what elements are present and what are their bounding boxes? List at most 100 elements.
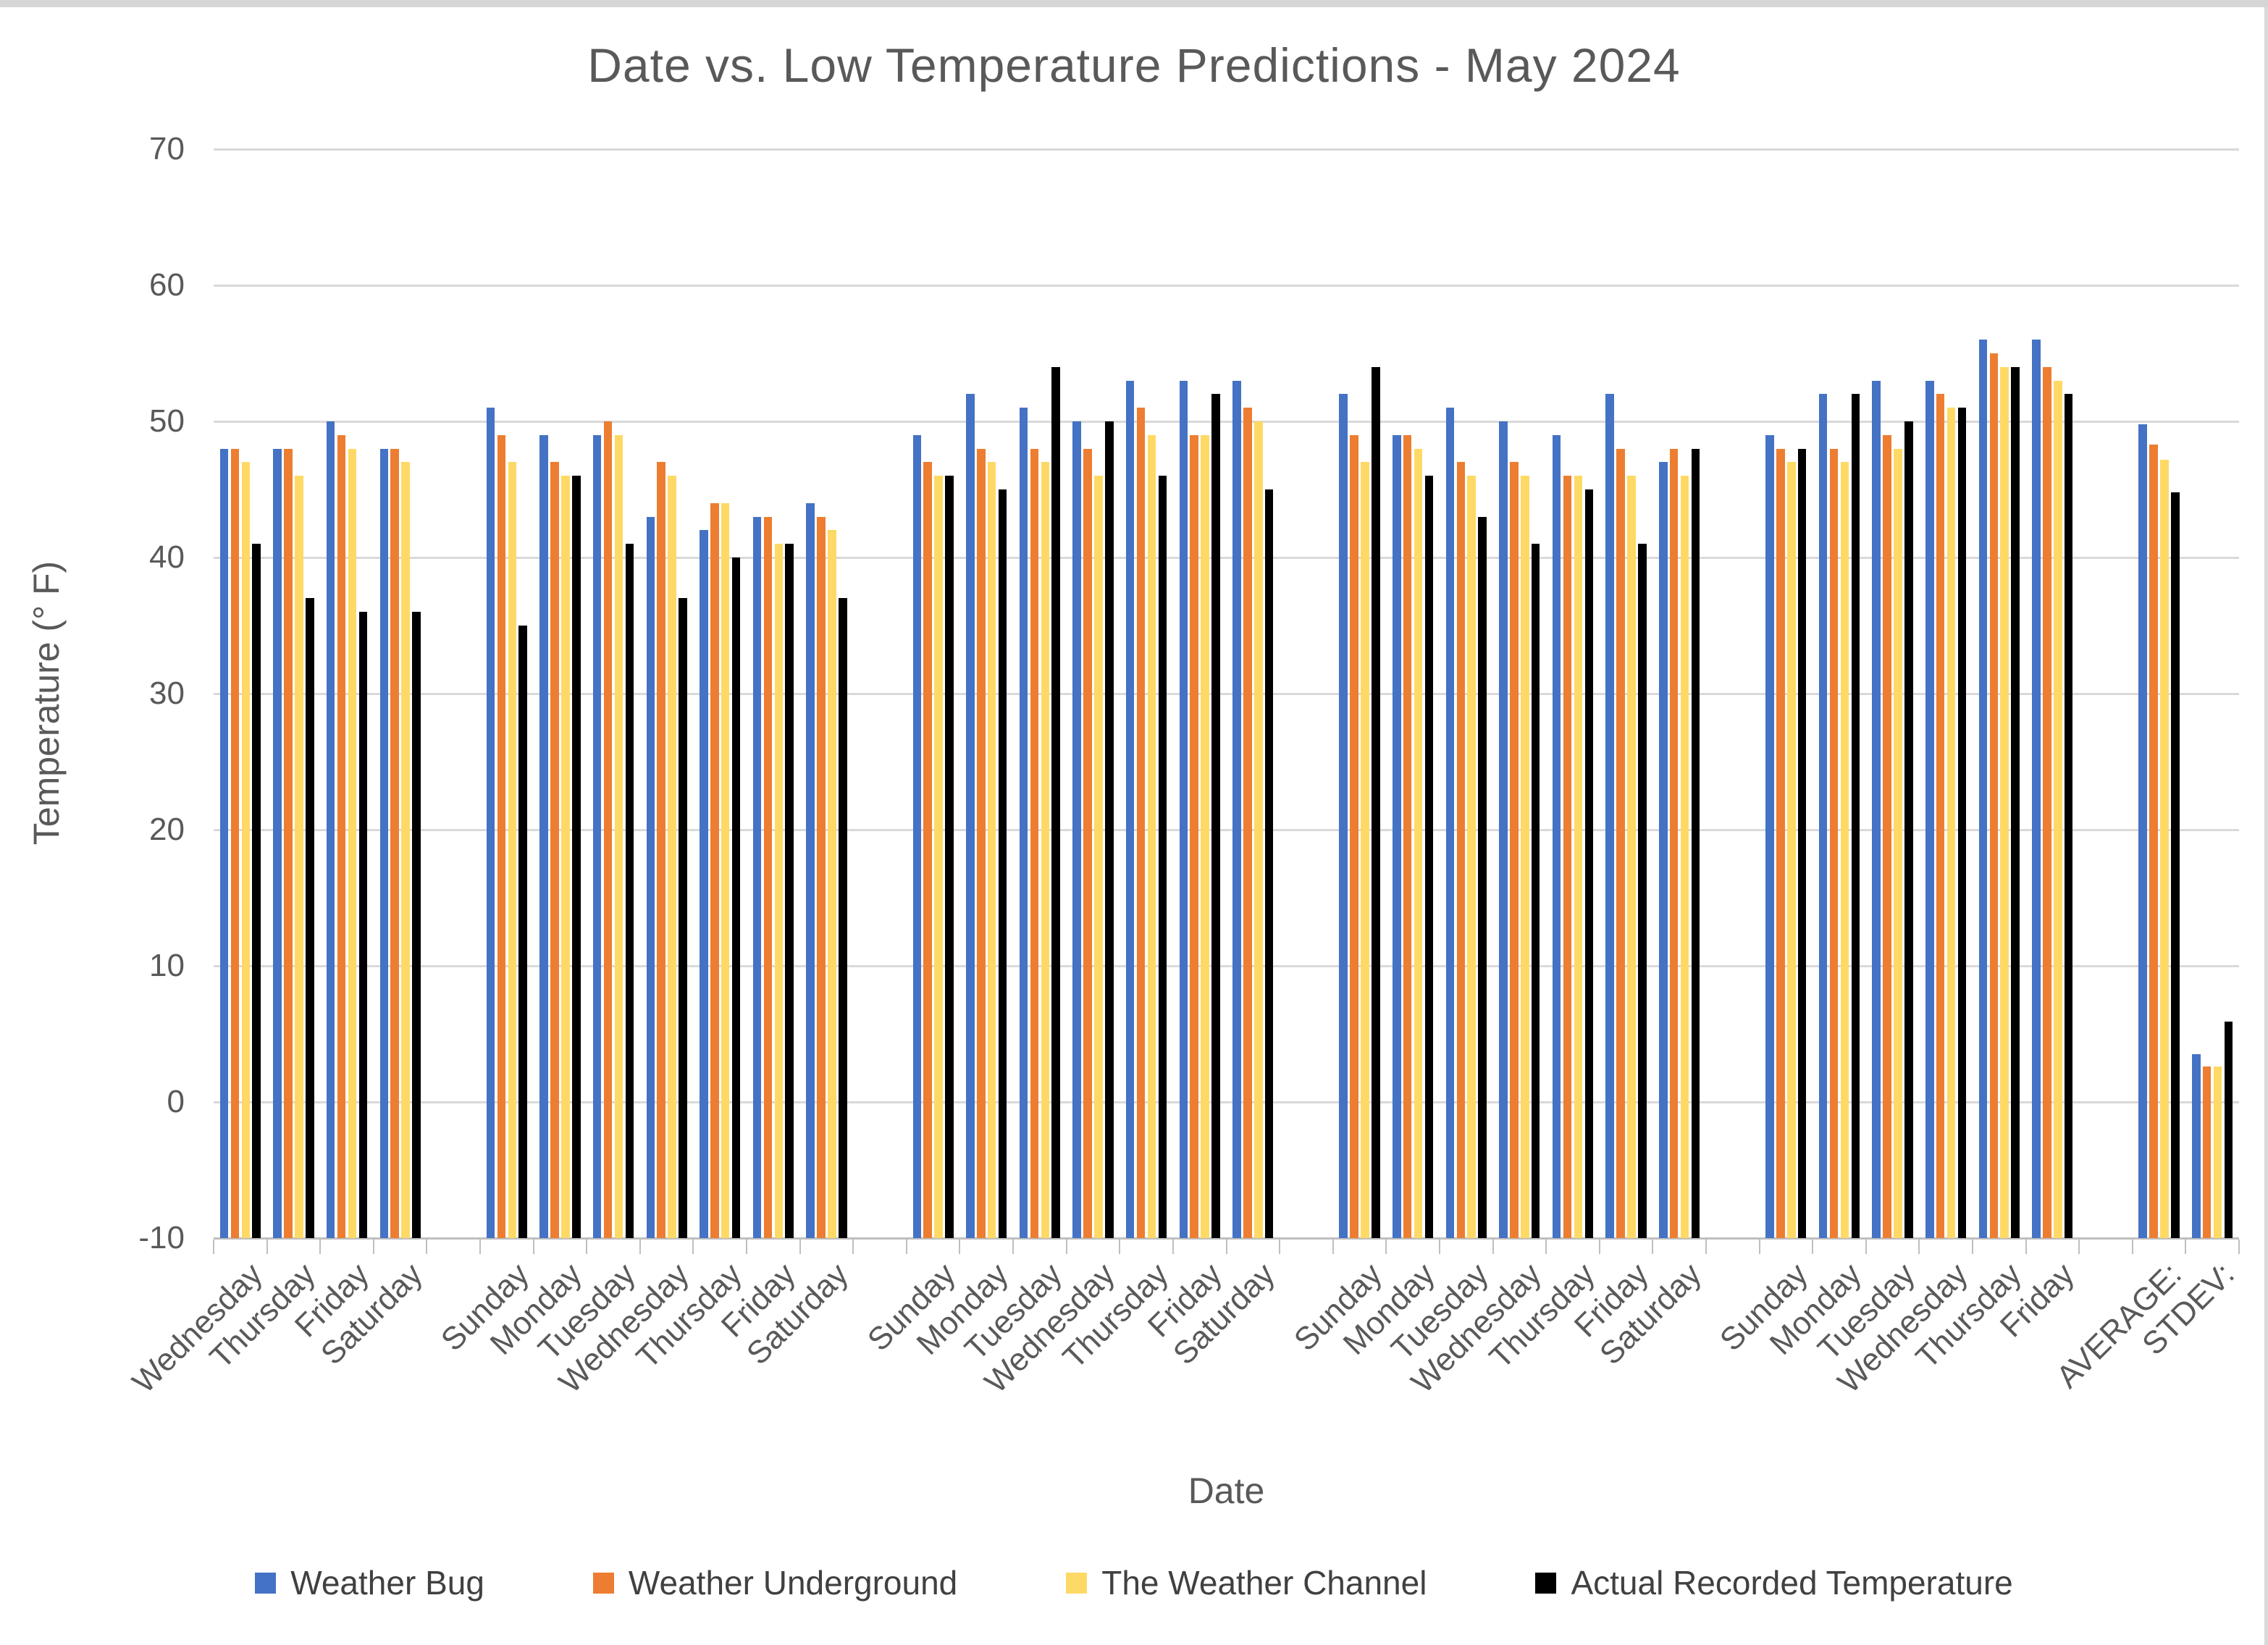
- bar-weather-bug: [1659, 462, 1668, 1238]
- x-axis-tick: [1492, 1240, 1494, 1254]
- bar-actual-recorded-temperature: [1372, 366, 1380, 1238]
- bar-weather-underground: [657, 462, 665, 1238]
- bar-the-weather-channel: [241, 462, 250, 1238]
- bar-weather-underground: [1669, 448, 1679, 1238]
- y-tick-label: 40: [149, 539, 185, 575]
- bar-weather-bug: [1818, 394, 1828, 1238]
- bar-the-weather-channel: [1094, 476, 1103, 1238]
- bar-the-weather-channel: [1627, 476, 1636, 1238]
- x-axis-tick: [1865, 1240, 1867, 1254]
- x-axis-tick: [1652, 1240, 1654, 1254]
- x-axis-tick: [586, 1240, 588, 1254]
- gridline-70: [214, 148, 2239, 151]
- x-axis-tick: [2238, 1240, 2240, 1254]
- x-axis-tick: [1812, 1240, 1814, 1254]
- bar-weather-underground: [923, 462, 932, 1238]
- bar-weather-underground: [497, 434, 506, 1238]
- bar-the-weather-channel: [1574, 476, 1583, 1238]
- bar-actual-recorded-temperature: [1531, 544, 1540, 1238]
- bar-the-weather-channel: [508, 462, 517, 1238]
- bar-weather-underground: [1936, 394, 1945, 1238]
- bar-weather-bug: [539, 434, 548, 1238]
- bar-actual-recorded-temperature: [572, 476, 581, 1238]
- bar-actual-recorded-temperature: [1584, 489, 1594, 1238]
- x-axis-tick: [319, 1240, 322, 1254]
- bar-actual-recorded-temperature: [1264, 489, 1274, 1238]
- legend-label: Weather Underground: [628, 1564, 958, 1602]
- bar-the-weather-channel: [1787, 462, 1796, 1238]
- bar-weather-underground: [2149, 444, 2158, 1238]
- x-axis-tick: [1918, 1240, 1920, 1254]
- bar-actual-recorded-temperature: [252, 544, 261, 1238]
- bar-actual-recorded-temperature: [1851, 394, 1860, 1238]
- bar-the-weather-channel: [1840, 462, 1849, 1238]
- legend-label: Actual Recorded Temperature: [1571, 1564, 2013, 1602]
- x-axis-tick: [852, 1240, 854, 1254]
- y-tick-label: 0: [167, 1084, 185, 1119]
- bar-weather-bug: [1232, 380, 1241, 1238]
- bar-weather-underground: [1136, 408, 1146, 1238]
- bar-weather-bug: [700, 530, 708, 1238]
- bar-weather-bug: [1125, 380, 1135, 1238]
- bar-weather-bug: [912, 434, 922, 1238]
- bar-actual-recorded-temperature: [1478, 516, 1487, 1238]
- bar-weather-underground: [1403, 434, 1412, 1238]
- bar-weather-bug: [1978, 340, 1988, 1238]
- bar-actual-recorded-temperature: [1424, 476, 1434, 1238]
- bar-weather-bug: [2192, 1054, 2201, 1238]
- bar-weather-underground: [1456, 462, 1466, 1238]
- legend-swatch-icon: [1535, 1572, 1557, 1594]
- bar-weather-bug: [1019, 408, 1028, 1238]
- x-axis-tick: [2025, 1240, 2027, 1254]
- bar-weather-underground: [1350, 434, 1358, 1238]
- bar-actual-recorded-temperature: [1904, 421, 1913, 1238]
- bar-weather-underground: [1243, 408, 1252, 1238]
- gridline-40: [214, 556, 2239, 559]
- x-axis-tick: [2078, 1240, 2080, 1254]
- bar-weather-underground: [1776, 448, 1785, 1238]
- bar-the-weather-channel: [2000, 366, 2009, 1238]
- bar-weather-bug: [326, 421, 335, 1238]
- bar-weather-underground: [1030, 448, 1039, 1238]
- x-axis-tick: [266, 1240, 268, 1254]
- bar-the-weather-channel: [614, 434, 623, 1238]
- bar-actual-recorded-temperature: [1158, 476, 1167, 1238]
- bar-weather-bug: [1072, 421, 1081, 1238]
- y-tick-label: 20: [149, 812, 185, 847]
- bar-the-weather-channel: [987, 462, 996, 1238]
- legend-swatch-icon: [592, 1572, 614, 1594]
- y-tick-label: 70: [149, 131, 185, 167]
- bar-weather-underground: [1616, 448, 1625, 1238]
- bar-actual-recorded-temperature: [2011, 366, 2020, 1238]
- x-axis-line: [214, 1237, 2239, 1240]
- x-axis-tick: [746, 1240, 748, 1254]
- bar-weather-underground: [550, 462, 559, 1238]
- bar-weather-underground: [284, 448, 293, 1238]
- bar-actual-recorded-temperature: [679, 598, 687, 1238]
- y-tick-label: 10: [149, 948, 185, 983]
- gridline-10: [214, 964, 2239, 967]
- bar-actual-recorded-temperature: [839, 598, 847, 1238]
- x-axis-tick: [1012, 1240, 1015, 1254]
- x-axis-title: Date: [1188, 1471, 1265, 1511]
- legend-item-weather-bug: Weather Bug: [255, 1564, 484, 1602]
- x-axis-tick: [1332, 1240, 1334, 1254]
- x-axis-tick: [2131, 1240, 2133, 1254]
- chart-legend: Weather Bug Weather Underground The Weathe…: [0, 1564, 2268, 1602]
- bar-actual-recorded-temperature: [945, 476, 954, 1238]
- bar-weather-underground: [2202, 1066, 2212, 1238]
- bar-weather-bug: [379, 448, 389, 1238]
- bar-the-weather-channel: [2054, 380, 2062, 1238]
- bar-actual-recorded-temperature: [518, 626, 527, 1238]
- gridline-60: [214, 284, 2239, 287]
- bar-actual-recorded-temperature: [1051, 366, 1060, 1238]
- bar-actual-recorded-temperature: [625, 544, 634, 1238]
- x-axis-tick: [1971, 1240, 1973, 1254]
- bar-weather-bug: [273, 448, 282, 1238]
- y-tick-label: -10: [138, 1220, 185, 1255]
- bar-the-weather-channel: [1946, 408, 1956, 1238]
- x-axis-tick: [1438, 1240, 1440, 1254]
- x-axis-tick: [1545, 1240, 1547, 1254]
- legend-label: Weather Bug: [290, 1564, 484, 1602]
